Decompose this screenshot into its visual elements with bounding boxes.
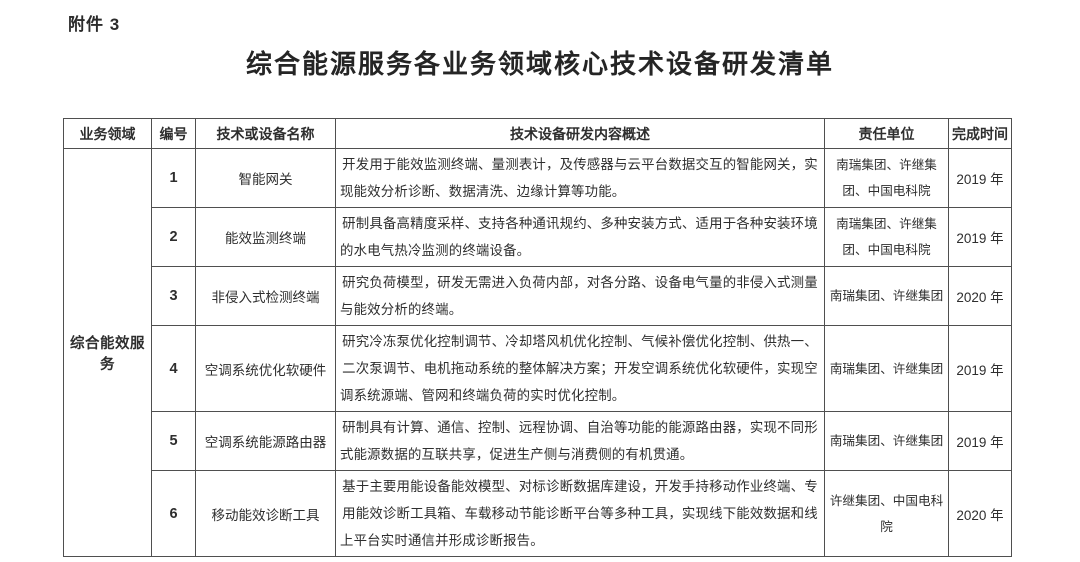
completion-time: 2020 年 — [948, 470, 1012, 557]
table-header-row: 业务领域 编号 技术或设备名称 技术设备研发内容概述 责任单位 完成时间 — [63, 118, 1012, 149]
header-responsible-unit: 责任单位 — [824, 118, 949, 149]
completion-time: 2019 年 — [948, 207, 1012, 267]
table-row: 综合能效服务 1 智能网关 开发用于能效监测终端、量测表计，及传感器与云平台数据… — [63, 148, 1012, 557]
page-title: 综合能源服务各业务领域核心技术设备研发清单 — [245, 49, 834, 79]
responsible-unit: 南瑞集团、许继集团 — [824, 325, 949, 412]
rd-summary: 开发用于能效监测终端、量测表计，及传感器与云平台数据交互的智能网关，实现能效分析… — [335, 148, 825, 208]
row-number: 5 — [151, 411, 196, 471]
table-row: 2 能效监测终端 研制具备高精度采样、支持各种通讯规约、多种安装方式、适用于各种… — [64, 207, 1012, 267]
device-name: 能效监测终端 — [195, 207, 336, 267]
header-summary: 技术设备研发内容概述 — [335, 118, 825, 149]
table-row: 3 非侵入式检测终端 研究负荷模型，研发无需进入负荷内部，对各分路、设备电气量的… — [64, 266, 1012, 326]
device-name: 非侵入式检测终端 — [195, 266, 336, 326]
completion-time: 2019 年 — [948, 411, 1012, 471]
business-area-cell: 综合能效服务 — [63, 148, 152, 557]
header-business-area: 业务领域 — [63, 118, 152, 149]
rd-summary: 研制具备高精度采样、支持各种通讯规约、多种安装方式、适用于各种安装环境的水电气热… — [335, 207, 825, 267]
responsible-unit: 南瑞集团、许继集团、中国电科院 — [824, 148, 949, 208]
responsible-unit: 南瑞集团、许继集团 — [824, 266, 949, 326]
responsible-unit: 南瑞集团、许继集团 — [824, 411, 949, 471]
responsible-unit: 南瑞集团、许继集团、中国电科院 — [824, 207, 949, 267]
rd-summary: 研究负荷模型，研发无需进入负荷内部，对各分路、设备电气量的非侵入式测量与能效分析… — [335, 266, 825, 326]
table-row: 4 空调系统优化软硬件 研究冷冻泵优化控制调节、冷却塔风机优化控制、气候补偿优化… — [64, 325, 1012, 412]
table-row: 6 移动能效诊断工具 基于主要用能设备能效模型、对标诊断数据库建设，开发手持移动… — [64, 470, 1012, 557]
row-number: 1 — [151, 148, 196, 208]
header-number: 编号 — [151, 118, 196, 149]
header-device-name: 技术或设备名称 — [195, 118, 336, 149]
completion-time: 2019 年 — [948, 148, 1012, 208]
header-completion-time: 完成时间 — [948, 118, 1012, 149]
row-number: 3 — [151, 266, 196, 326]
rd-list-table: 业务领域 编号 技术或设备名称 技术设备研发内容概述 责任单位 完成时间 综合能… — [63, 118, 1012, 557]
attachment-label: 附件 3 — [68, 15, 121, 34]
completion-time: 2019 年 — [948, 325, 1012, 412]
device-name: 智能网关 — [195, 148, 336, 208]
row-number: 2 — [151, 207, 196, 267]
completion-time: 2020 年 — [948, 266, 1012, 326]
device-name: 空调系统优化软硬件 — [195, 325, 336, 412]
row-number: 4 — [151, 325, 196, 412]
responsible-unit: 许继集团、中国电科院 — [824, 470, 949, 557]
rd-summary: 研究冷冻泵优化控制调节、冷却塔风机优化控制、气候补偿优化控制、供热一、二次泵调节… — [335, 325, 825, 412]
row-number: 6 — [151, 470, 196, 557]
device-name: 移动能效诊断工具 — [195, 470, 336, 557]
device-name: 空调系统能源路由器 — [195, 411, 336, 471]
table-row: 5 空调系统能源路由器 研制具有计算、通信、控制、远程协调、自治等功能的能源路由… — [64, 411, 1012, 471]
rd-summary: 研制具有计算、通信、控制、远程协调、自治等功能的能源路由器，实现不同形式能源数据… — [335, 411, 825, 471]
rd-summary: 基于主要用能设备能效模型、对标诊断数据库建设，开发手持移动作业终端、专用能效诊断… — [335, 470, 825, 557]
